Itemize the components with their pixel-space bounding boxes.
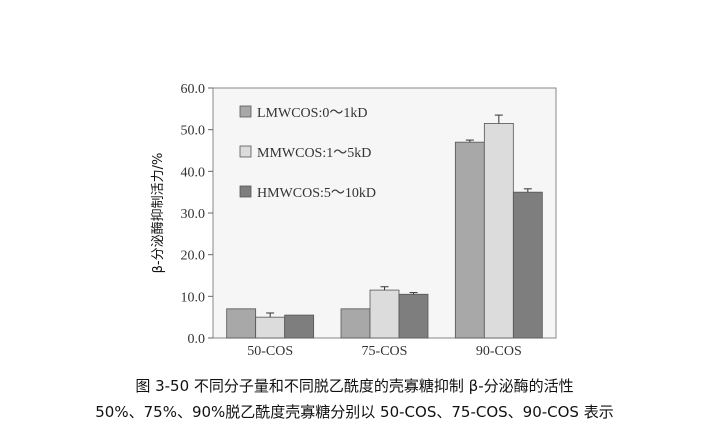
y-tick-label: 40.0 (181, 165, 206, 180)
figure-caption-title: 图 3-50 不同分子量和不同脱乙酰度的壳寡糖抑制 β-分泌酶的活性 (135, 377, 574, 395)
chart-svg: 0.0 10.0 20.0 30.0 40.0 50.0 60.0 β-分泌酶抑制活力/% 50… (150, 82, 557, 359)
bar (369, 289, 400, 339)
y-tick-label: 60.0 (181, 82, 206, 97)
bar (454, 141, 485, 339)
bar (398, 293, 429, 339)
legend-label: LMWCOS:0～1kD (257, 106, 367, 121)
y-tick-label: 0.0 (188, 332, 206, 347)
y-tick-label: 50.0 (181, 124, 206, 139)
bar (340, 308, 371, 339)
x-tick-label: 90-COS (476, 344, 522, 359)
bar (226, 308, 257, 339)
legend-label: HMWCOS:5～10kD (257, 186, 376, 201)
bar (483, 123, 514, 339)
figure-caption-note: 50%、75%、90%脱乙酰度壳寡糖分别以 50-COS、75-COS、90-C… (95, 403, 614, 421)
y-tick-label: 20.0 (181, 249, 206, 264)
legend-swatch (239, 145, 252, 158)
bar (255, 316, 286, 339)
y-tick-label: 30.0 (181, 207, 206, 222)
chart: 0.0 10.0 20.0 30.0 40.0 50.0 60.0 β-分泌酶抑制活力/% 50… (150, 82, 557, 359)
x-tick-label: 50-COS (247, 344, 293, 359)
bar (284, 314, 315, 339)
legend-swatch (239, 185, 252, 198)
bar (512, 191, 543, 339)
y-axis-label: β-分泌酶抑制活力/% (150, 153, 166, 274)
x-tick-label: 75-COS (362, 344, 408, 359)
y-tick-label: 10.0 (181, 290, 206, 305)
legend-label: MMWCOS:1～5kD (257, 146, 371, 161)
legend-swatch (239, 105, 252, 118)
